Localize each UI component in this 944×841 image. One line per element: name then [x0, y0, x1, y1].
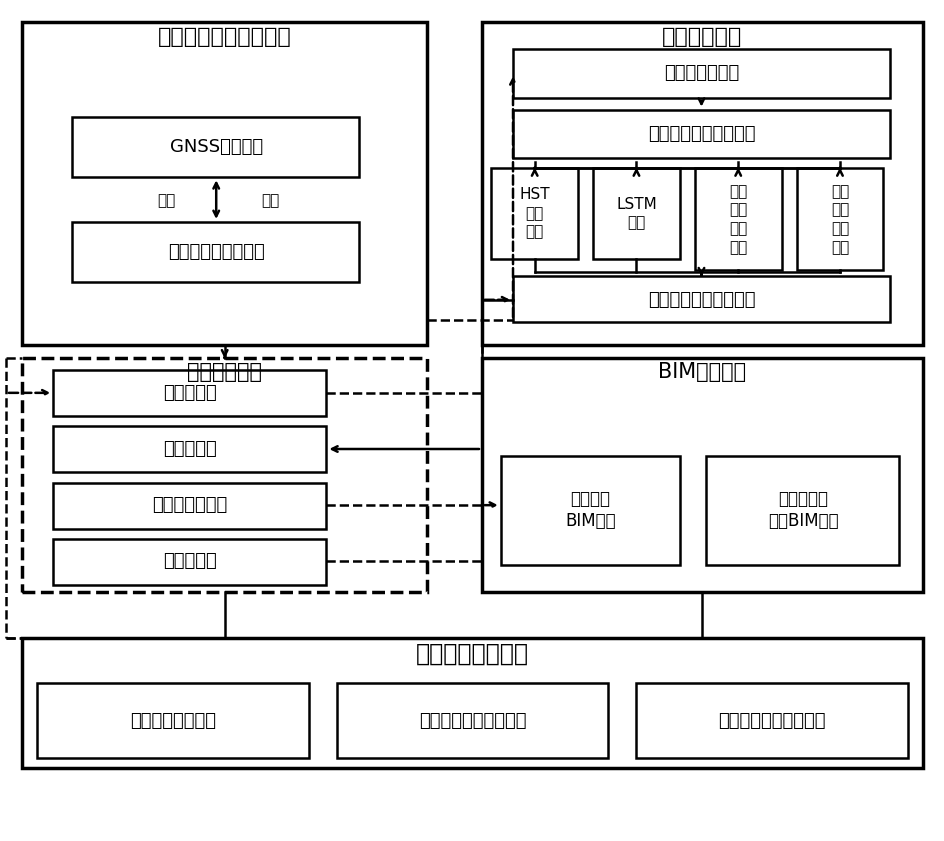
Bar [72, 117, 359, 177]
Text: 分析决策库: 分析决策库 [162, 440, 216, 458]
Bar [53, 370, 326, 416]
Text: 智能分析模块: 智能分析模块 [662, 27, 742, 46]
Text: 高斯
过程
回归
方法: 高斯 过程 回归 方法 [830, 184, 849, 255]
Text: 基础数据库: 基础数据库 [162, 553, 216, 570]
Bar [796, 168, 883, 270]
Bar [513, 49, 889, 98]
Text: 坝体结构
BIM模型: 坝体结构 BIM模型 [565, 490, 615, 531]
Bar [491, 168, 578, 259]
Text: 测量机器人监测模块: 测量机器人监测模块 [168, 243, 264, 261]
Bar [500, 456, 679, 564]
Text: 大坝变形自动监测模块: 大坝变形自动监测模块 [158, 27, 292, 46]
Text: LSTM
方法: LSTM 方法 [615, 197, 656, 230]
Text: 监测信息库: 监测信息库 [162, 383, 216, 402]
Bar [635, 683, 907, 759]
Bar [481, 357, 922, 592]
Bar [53, 426, 326, 473]
Text: 地理空间数据库: 地理空间数据库 [152, 496, 228, 514]
Bar [513, 109, 889, 158]
Text: 监测设备信息定位模块: 监测设备信息定位模块 [418, 711, 526, 730]
Bar [53, 539, 326, 584]
Text: BIM信息模块: BIM信息模块 [658, 362, 746, 382]
Bar [705, 456, 899, 564]
Text: 监测数据分析判断模块: 监测数据分析判断模块 [647, 124, 754, 143]
Text: 多源融合展示模块: 多源融合展示模块 [415, 642, 529, 665]
Text: 数据集成模块: 数据集成模块 [187, 362, 261, 382]
Text: 大坝变形安全评价模块: 大坝变形安全评价模块 [647, 291, 754, 309]
Bar [593, 168, 679, 259]
Text: GNSS监测模块: GNSS监测模块 [170, 138, 262, 156]
Text: 卷积
神经
网络
方法: 卷积 神经 网络 方法 [729, 184, 747, 255]
Bar [694, 168, 781, 270]
Bar [481, 23, 922, 345]
Bar [72, 222, 359, 283]
Text: HST
模型
方法: HST 模型 方法 [519, 188, 549, 240]
Text: 监测数据预警预报模块: 监测数据预警预报模块 [717, 711, 825, 730]
Text: 数据前处理模块: 数据前处理模块 [663, 65, 738, 82]
Bar [22, 23, 427, 345]
Bar [22, 638, 922, 769]
Bar [513, 277, 889, 322]
Text: 融合: 融合 [157, 193, 176, 209]
Bar [53, 483, 326, 529]
Text: 互证: 互证 [261, 193, 278, 209]
Bar [336, 683, 608, 759]
Text: 监测数据报表模块: 监测数据报表模块 [129, 711, 215, 730]
Bar [22, 357, 427, 592]
Text: 监测设备与
测点BIM模型: 监测设备与 测点BIM模型 [767, 490, 837, 531]
Bar [37, 683, 309, 759]
